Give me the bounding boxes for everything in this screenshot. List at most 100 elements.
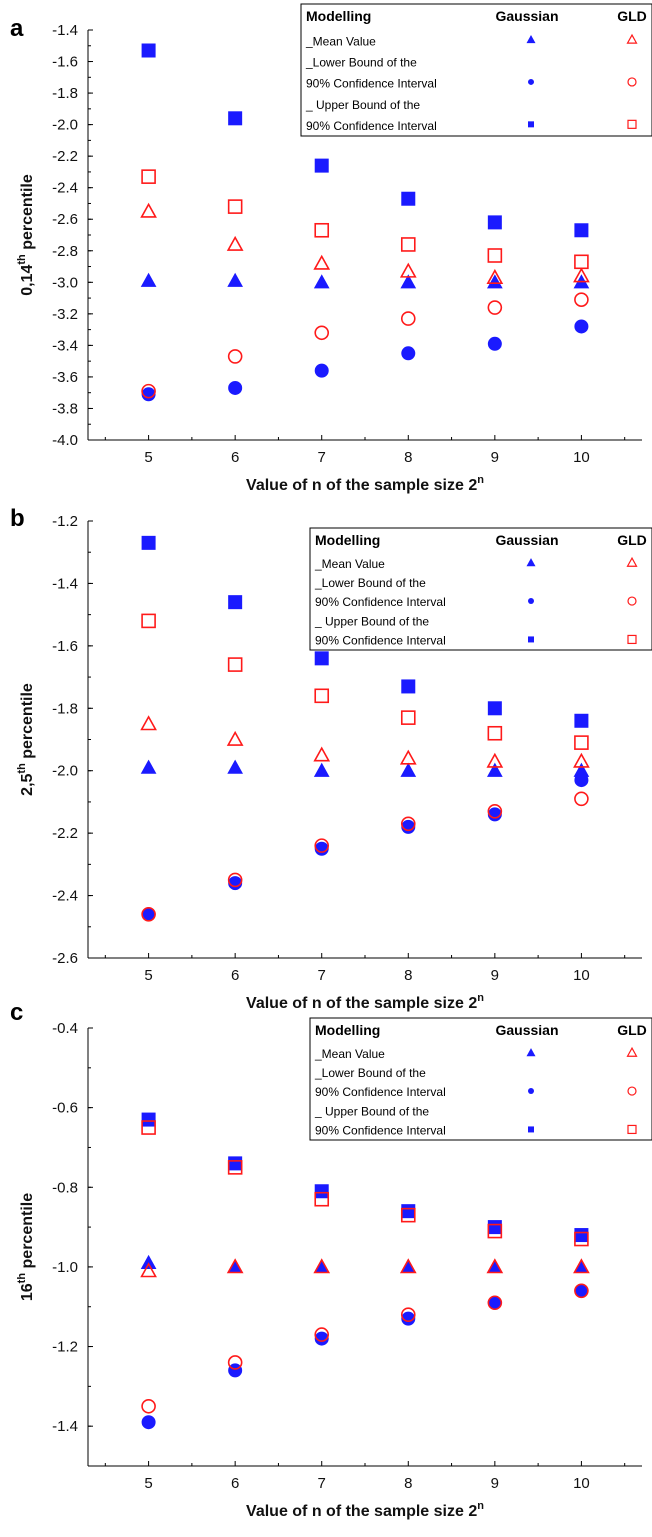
- point-gaussian-lower: [401, 346, 416, 361]
- point-gld-lower: [574, 292, 589, 307]
- y-tick-label: -2.6: [52, 211, 78, 228]
- point-gaussian-upper: [228, 111, 243, 126]
- x-tick-label: 7: [318, 967, 326, 984]
- legend-marker-gaussian-mean: [526, 35, 536, 44]
- point-gld-lower: [141, 906, 156, 922]
- panel-c: c -1.4 -1.2 -1.0 -0.8 -0.6 -0.4 5 6 7 8 9 10 Value of…: [10, 999, 652, 1520]
- point-gld-upper: [227, 657, 243, 672]
- legend-row-label: _Mean Value: [305, 34, 376, 48]
- legend-marker-gaussian-mean: [526, 1048, 536, 1057]
- x-tick-label: 10: [573, 1475, 590, 1492]
- legend-row-label: _Lower Bound of the: [314, 1066, 426, 1080]
- point-gld-upper: [574, 735, 589, 750]
- point-gaussian-mean: [486, 762, 503, 777]
- legend-marker-gaussian-lower: [528, 78, 534, 85]
- point-gaussian-upper: [487, 701, 502, 716]
- legend-row-label: _Mean Value: [314, 557, 385, 571]
- legend-box: [300, 3, 652, 137]
- legend-marker-gaussian-upper: [528, 1126, 534, 1133]
- point-gld-mean: [313, 746, 331, 762]
- panel-letter: c: [10, 999, 23, 1026]
- legend-row-label: 90% Confidence Interval: [315, 634, 446, 648]
- point-gld-mean: [399, 749, 417, 765]
- legend-marker-gld-upper: [627, 634, 637, 645]
- x-tick-label: 6: [231, 449, 239, 466]
- legend-gaussian-header: Gaussian: [495, 8, 558, 24]
- y-tick-label: -2.8: [52, 243, 78, 260]
- point-gld-lower: [141, 383, 156, 399]
- x-tick-label: 9: [491, 967, 499, 984]
- legend-marker-gaussian-lower: [528, 598, 534, 605]
- point-gaussian-upper: [228, 595, 243, 610]
- legend-row-label: _ Upper Bound of the: [305, 98, 420, 112]
- point-gaussian-upper: [314, 158, 329, 173]
- y-tick-label: -1.6: [52, 638, 78, 655]
- point-gaussian-mean: [400, 762, 417, 777]
- point-gld-upper: [141, 1120, 156, 1135]
- point-gaussian-mean: [486, 1258, 503, 1274]
- x-tick-label: 8: [404, 449, 412, 466]
- y-tick-label: -4.0: [52, 432, 78, 449]
- point-gaussian-mean: [313, 1258, 330, 1274]
- point-gaussian-upper: [401, 1204, 416, 1219]
- legend-box: [309, 1017, 652, 1141]
- point-gaussian-mean: [140, 759, 157, 774]
- point-gaussian-upper: [401, 191, 416, 206]
- point-gaussian-lower: [314, 841, 329, 856]
- point-gaussian-lower: [228, 380, 243, 395]
- point-gld-mean: [313, 254, 331, 270]
- y-axis-label: 0,14th percentile: [16, 174, 36, 296]
- legend-marker-gld-upper: [627, 1124, 637, 1135]
- point-gld-upper: [400, 1207, 416, 1223]
- point-gaussian-upper: [141, 1112, 156, 1127]
- legend-marker-gaussian-mean: [526, 558, 536, 567]
- x-axis-label: Value of n of the sample size 2n: [246, 992, 484, 1012]
- point-gaussian-lower: [401, 1311, 416, 1326]
- y-tick-label: -3.8: [52, 400, 78, 417]
- y-axis-label: 2,5th percentile: [16, 683, 36, 796]
- legend-row-label: 90% Confidence Interval: [315, 595, 446, 609]
- y-tick-label: -1.4: [52, 575, 78, 592]
- y-tick-label: -0.6: [52, 1100, 78, 1117]
- y-tick-label: -2.0: [52, 763, 78, 780]
- x-tick-label: 10: [573, 449, 590, 466]
- point-gaussian-lower: [487, 336, 502, 351]
- point-gld-mean: [573, 752, 590, 768]
- point-gaussian-mean: [227, 759, 244, 774]
- legend: Modelling Gaussian GLD _Mean Value _Lower Bo…: [309, 527, 652, 651]
- legend-row-label: 90% Confidence Interval: [315, 1124, 446, 1138]
- point-gaussian-upper: [574, 1228, 589, 1243]
- y-axis-label: 16th percentile: [16, 1193, 36, 1301]
- legend-marker-gaussian-lower: [528, 1088, 534, 1095]
- point-gaussian-mean: [140, 272, 157, 287]
- legend-title: Modelling: [315, 1022, 380, 1038]
- y-tick-label: -2.2: [52, 825, 78, 842]
- y-tick-label: -1.6: [52, 54, 78, 71]
- panel-a: a -4.0 -3.8 -3.6 -3.4 -3.2 -3.0 -2.8 -2.6 -2.4 -2.…: [10, 3, 652, 494]
- x-tick-label: 5: [144, 449, 152, 466]
- point-gaussian-mean: [140, 1254, 157, 1270]
- point-gld-lower: [400, 311, 416, 326]
- legend-marker-gld-lower: [627, 77, 637, 87]
- x-tick-label: 6: [231, 1475, 239, 1492]
- point-gld-upper: [574, 254, 589, 270]
- legend-gld-header: GLD: [617, 8, 647, 24]
- point-gld-lower: [314, 1327, 330, 1342]
- point-gld-mean: [226, 1258, 244, 1274]
- point-gld-mean: [313, 1258, 331, 1274]
- y-tick-label: -0.4: [52, 1020, 78, 1037]
- x-tick-label: 5: [144, 1475, 152, 1492]
- x-tick-label: 9: [491, 1475, 499, 1492]
- point-gld-mean: [486, 1258, 504, 1274]
- y-tick-label: -3.6: [52, 369, 78, 386]
- point-gld-mean: [226, 730, 244, 746]
- point-gaussian-mean: [400, 1258, 417, 1274]
- point-gaussian-upper: [141, 535, 156, 550]
- x-tick-label: 8: [404, 967, 412, 984]
- point-gld-lower: [487, 803, 503, 819]
- point-gld-lower: [227, 349, 243, 364]
- point-gld-upper: [141, 169, 156, 184]
- x-tick-label: 10: [573, 967, 590, 984]
- legend-row-label: 90% Confidence Interval: [315, 1085, 446, 1099]
- legend: Modelling Gaussian GLD _Mean Value _Lower Bo…: [300, 3, 652, 137]
